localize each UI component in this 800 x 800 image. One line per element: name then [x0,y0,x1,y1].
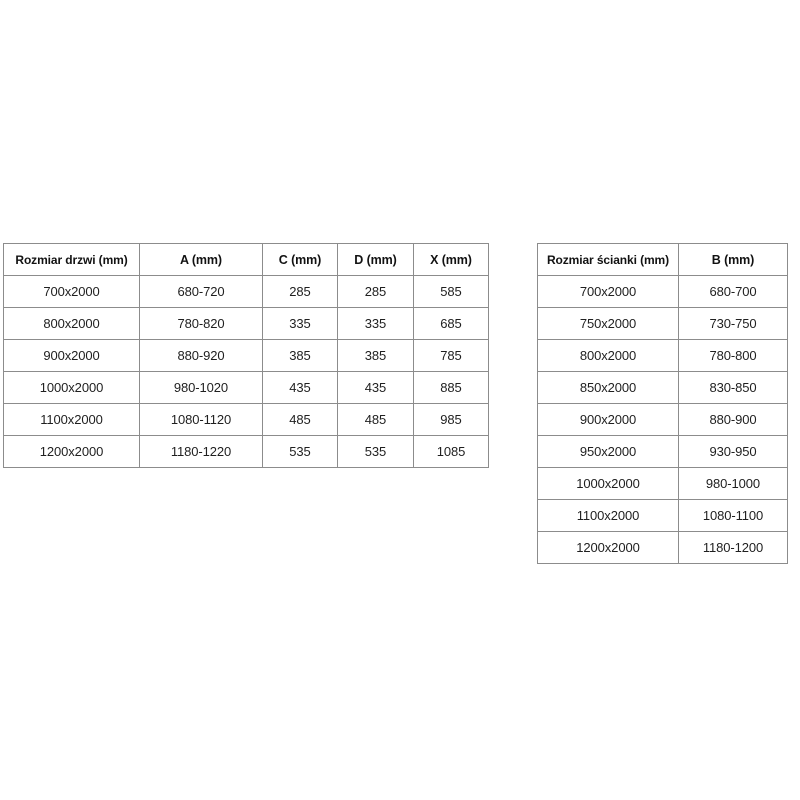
table-cell: 880-920 [139,339,263,372]
table-row: 1100x2000 1080-1100 [537,499,788,532]
table-cell: 985 [413,403,489,436]
table-cell: 880-900 [678,403,788,436]
table-cell: 435 [337,371,414,404]
table-cell: 950x2000 [537,435,679,468]
table-cell: 980-1020 [139,371,263,404]
table-cell: 1000x2000 [3,371,140,404]
table-row: 950x2000 930-950 [537,435,788,468]
table-cell: 335 [262,307,338,340]
table-cell: 785 [413,339,489,372]
doors-header-d: D (mm) [337,243,414,276]
table-cell: 780-800 [678,339,788,372]
table-cell: 800x2000 [537,339,679,372]
table-cell: 700x2000 [537,275,679,308]
table-row: 900x2000 880-920 385 385 785 [3,339,489,372]
table-cell: 930-950 [678,435,788,468]
walls-header-wall-size: Rozmiar ścianki (mm) [537,243,679,276]
table-cell: 1100x2000 [3,403,140,436]
table-row: 1000x2000 980-1020 435 435 885 [3,371,489,404]
table-cell: 435 [262,371,338,404]
table-cell: 980-1000 [678,467,788,500]
table-cell: 385 [337,339,414,372]
table-row: 900x2000 880-900 [537,403,788,436]
table-cell: 800x2000 [3,307,140,340]
walls-header-b: B (mm) [678,243,788,276]
table-cell: 730-750 [678,307,788,340]
table-row: 800x2000 780-800 [537,339,788,372]
table-cell: 285 [262,275,338,308]
table-row: 1200x2000 1180-1220 535 535 1085 [3,435,489,468]
table-cell: 385 [262,339,338,372]
table-cell: 1200x2000 [3,435,140,468]
table-cell: 1080-1120 [139,403,263,436]
table-cell: 680-720 [139,275,263,308]
doors-table-header-row: Rozmiar drzwi (mm) A (mm) C (mm) D (mm) … [3,243,489,276]
table-cell: 1180-1200 [678,531,788,564]
table-cell: 285 [337,275,414,308]
doors-header-c: C (mm) [262,243,338,276]
table-cell: 485 [262,403,338,436]
table-cell: 885 [413,371,489,404]
table-cell: 780-820 [139,307,263,340]
table-cell: 750x2000 [537,307,679,340]
table-row: 1100x2000 1080-1120 485 485 985 [3,403,489,436]
table-row: 1200x2000 1180-1200 [537,531,788,564]
table-row: 750x2000 730-750 [537,307,788,340]
table-cell: 830-850 [678,371,788,404]
table-cell: 680-700 [678,275,788,308]
table-cell: 535 [262,435,338,468]
door-size-specification-table: Rozmiar drzwi (mm) A (mm) C (mm) D (mm) … [3,243,489,468]
wall-panel-size-specification-table: Rozmiar ścianki (mm) B (mm) 700x2000 680-… [537,243,788,564]
table-cell: 335 [337,307,414,340]
walls-table-header: Rozmiar ścianki (mm) B (mm) [537,243,788,276]
table-row: 800x2000 780-820 335 335 685 [3,307,489,340]
table-cell: 1080-1100 [678,499,788,532]
doors-table-body: 700x2000 680-720 285 285 585 800x2000 780-820 3… [3,275,489,468]
walls-table-header-row: Rozmiar ścianki (mm) B (mm) [537,243,788,276]
table-row: 850x2000 830-850 [537,371,788,404]
table-cell: 485 [337,403,414,436]
doors-header-door-size: Rozmiar drzwi (mm) [3,243,140,276]
table-cell: 1180-1220 [139,435,263,468]
table-cell: 900x2000 [537,403,679,436]
doors-table-header: Rozmiar drzwi (mm) A (mm) C (mm) D (mm) … [3,243,489,276]
doors-header-a: A (mm) [139,243,263,276]
table-cell: 700x2000 [3,275,140,308]
table-row: 700x2000 680-700 [537,275,788,308]
table-row: 1000x2000 980-1000 [537,467,788,500]
table-cell: 850x2000 [537,371,679,404]
table-cell: 1085 [413,435,489,468]
table-cell: 1200x2000 [537,531,679,564]
table-cell: 585 [413,275,489,308]
walls-table-body: 700x2000 680-700 750x2000 730-750 800x2000 78… [537,275,788,564]
table-row: 700x2000 680-720 285 285 585 [3,275,489,308]
doors-header-x: X (mm) [413,243,489,276]
table-cell: 685 [413,307,489,340]
table-cell: 1000x2000 [537,467,679,500]
table-cell: 1100x2000 [537,499,679,532]
table-cell: 535 [337,435,414,468]
table-cell: 900x2000 [3,339,140,372]
